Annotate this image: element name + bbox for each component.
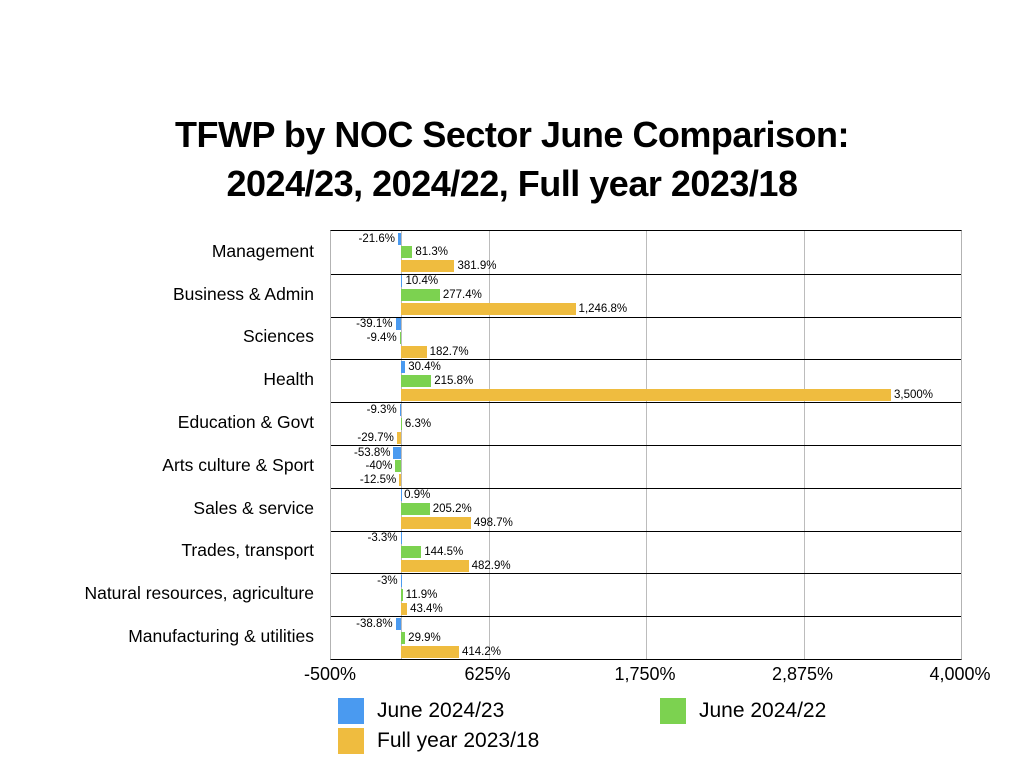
bar	[401, 645, 459, 658]
bar	[401, 602, 408, 615]
bar-value-label: 1,246.8%	[578, 303, 628, 316]
row-separator	[331, 445, 961, 446]
bar-value-label: 498.7%	[473, 517, 513, 530]
bar-value-label: 29.9%	[408, 631, 441, 644]
plot-area: -21.6% 81.3% 381.9% 10.4% 277.4% 1,246.8% -39.…	[330, 230, 962, 660]
category-label: Sciences	[242, 326, 314, 347]
bar-value-label: 414.2%	[461, 645, 501, 658]
bar	[397, 232, 401, 245]
legend-item: June 2024/23	[338, 698, 504, 724]
bar-value-label: 144.5%	[424, 546, 464, 558]
row-separator	[331, 487, 961, 489]
category-label: Sales & service	[193, 497, 314, 518]
row-separator	[331, 530, 961, 532]
chart-title-line2: 2024/23, 2024/22, Full year 2023/18	[226, 163, 798, 204]
bar-value-label: 3,500%	[894, 388, 934, 401]
legend-item: June 2024/22	[660, 698, 826, 724]
bar	[401, 517, 471, 530]
bar-value-label: 43.4%	[410, 602, 443, 615]
row-separator	[331, 316, 961, 318]
category-label: Business & Admin	[172, 283, 314, 304]
category-label: Arts culture & Sport	[162, 454, 314, 475]
x-tick-label: 625%	[464, 664, 511, 684]
bar	[401, 289, 440, 302]
legend-swatch	[338, 698, 364, 724]
bar	[401, 631, 406, 644]
bar-value-label: -9.3%	[366, 403, 397, 416]
bar	[401, 360, 406, 373]
category-label: Manufacturing & utilities	[128, 626, 314, 647]
row-separator	[331, 273, 961, 275]
bar-value-label: 182.7%	[429, 345, 469, 358]
legend-swatch	[660, 698, 686, 724]
bar	[401, 503, 430, 516]
bar-value-label: 6.3%	[404, 417, 432, 430]
category-label: Education & Govt	[177, 412, 314, 433]
bar-value-label: -3.3%	[367, 532, 398, 545]
bar-value-label: -29.7%	[357, 431, 394, 444]
legend-item: Full year 2023/18	[338, 728, 539, 754]
row-separator	[331, 402, 961, 404]
legend-label: Full year 2023/18	[377, 729, 540, 752]
bar-value-label: 482.9%	[471, 559, 511, 572]
bar-value-label: 277.4%	[442, 289, 482, 302]
bar	[395, 617, 401, 630]
bar	[395, 318, 401, 331]
row-separator	[331, 359, 961, 361]
y-axis-labels: Management Business & Admin Sciences Health…	[0, 230, 322, 658]
category-label: Management	[211, 240, 314, 261]
bar-value-label: -39.1%	[356, 318, 393, 331]
bar-value-label: 205.2%	[432, 503, 472, 516]
bar	[396, 431, 401, 444]
bar	[401, 246, 413, 259]
x-tick-label: 4,000%	[929, 664, 991, 684]
category-label: Natural resources, agriculture	[84, 583, 314, 604]
bar	[401, 303, 576, 316]
bar	[401, 388, 891, 401]
bar	[399, 474, 401, 487]
row-separator	[331, 573, 961, 575]
x-tick-label: 2,875%	[771, 664, 834, 684]
bar-value-label: 0.9%	[404, 489, 431, 502]
bar-value-label: 30.4%	[408, 360, 441, 373]
bar-value-label: 10.4%	[405, 275, 439, 288]
bar-value-label: 81.3%	[415, 246, 448, 259]
bar	[395, 460, 401, 473]
legend-label: June 2024/22	[699, 699, 827, 722]
bar	[401, 546, 422, 558]
bar-value-label: 11.9%	[405, 588, 438, 601]
bar-value-label: -9.4%	[366, 332, 397, 344]
bar	[401, 417, 402, 430]
bar	[393, 446, 401, 459]
chart-title-line1: TFWP by NOC Sector June Comparison:	[175, 114, 849, 155]
x-tick-label: -500%	[303, 664, 357, 684]
bar	[401, 559, 469, 572]
bar	[401, 345, 427, 358]
x-tick-label: 1,750%	[614, 664, 676, 684]
category-label: Health	[263, 369, 314, 390]
bar-value-label: 381.9%	[457, 260, 497, 273]
legend-swatch	[338, 728, 364, 754]
bar	[399, 403, 401, 416]
bar	[401, 275, 403, 288]
bar-value-label: -38.8%	[356, 617, 393, 630]
category-label: Trades, transport	[181, 540, 314, 561]
row-separator	[331, 616, 961, 618]
chart-title: TFWP by NOC Sector June Comparison: 2024/…	[0, 110, 1024, 208]
legend-label: June 2024/23	[377, 699, 505, 722]
bar	[401, 260, 455, 273]
bar-value-label: 215.8%	[434, 374, 474, 387]
bar	[401, 588, 403, 601]
bar	[401, 374, 432, 387]
bar-value-label: -21.6%	[358, 232, 395, 245]
bar-value-label: -53.8%	[354, 446, 391, 459]
bar	[399, 332, 401, 344]
bar-value-label: -40%	[365, 460, 393, 473]
bar-value-label: -3%	[377, 574, 398, 587]
bar-value-label: -12.5%	[359, 474, 397, 487]
